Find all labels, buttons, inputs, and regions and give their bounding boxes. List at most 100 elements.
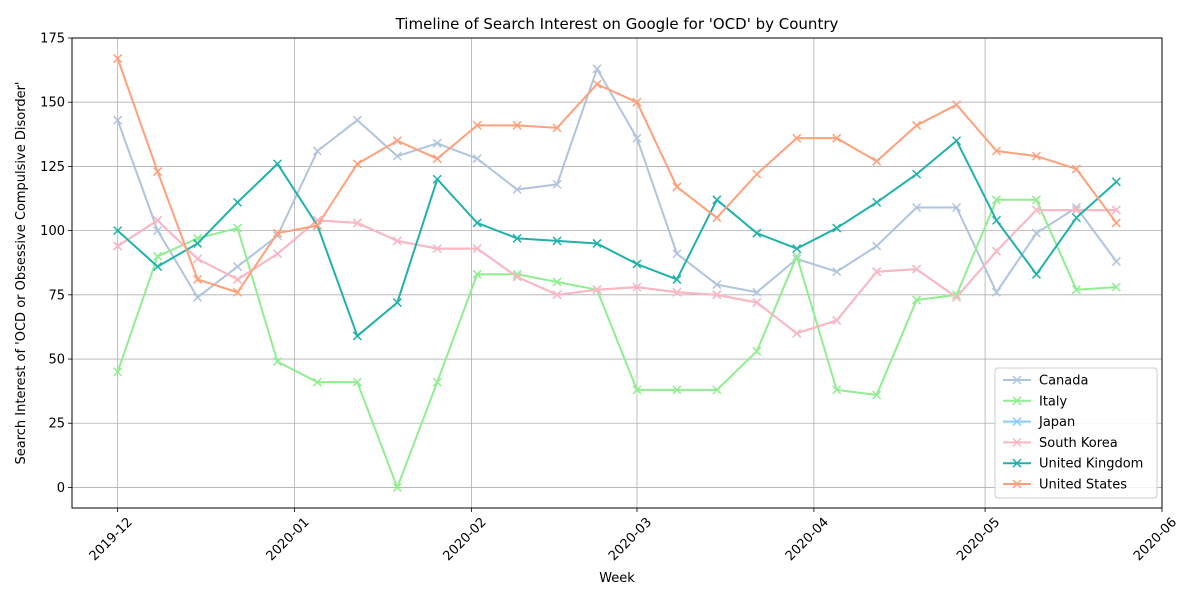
data-point-united-kingdom [912, 169, 922, 179]
data-point-canada [832, 267, 842, 277]
data-point-united-kingdom [991, 215, 1002, 225]
data-point-united-kingdom [1031, 269, 1041, 279]
data-point-south-korea [872, 267, 882, 277]
series-united-states [113, 54, 1121, 297]
data-point-united-states [832, 133, 842, 143]
data-point-south-korea [991, 246, 1002, 256]
data-point-united-states [512, 120, 522, 130]
data-point-south-korea [1071, 205, 1081, 215]
data-point-south-korea [592, 285, 602, 295]
data-point-canada [712, 280, 722, 290]
data-point-united-kingdom [752, 228, 762, 238]
data-point-south-korea [952, 292, 962, 302]
data-point-united-kingdom [832, 223, 842, 233]
data-point-south-korea [832, 315, 842, 326]
data-point-united-states [552, 123, 562, 133]
legend-marker-canada [1012, 375, 1022, 385]
data-point-south-korea [272, 249, 282, 259]
data-point-canada [991, 287, 1002, 297]
legend-box [994, 367, 1158, 499]
data-point-south-korea [752, 298, 762, 308]
data-point-united-kingdom [272, 159, 282, 169]
x-axis-label: Week [599, 571, 635, 586]
data-point-italy [1031, 195, 1041, 205]
data-point-united-kingdom [792, 244, 802, 254]
data-point-south-korea [113, 241, 123, 251]
data-point-united-states [792, 133, 802, 143]
legend-label-canada: Canada [1039, 374, 1088, 389]
series-lines [113, 54, 1121, 492]
data-point-united-states [153, 167, 163, 177]
data-point-united-kingdom [472, 218, 482, 228]
data-point-united-kingdom [672, 274, 682, 284]
legend-label-united-states: United States [1039, 478, 1127, 493]
data-point-canada [512, 184, 522, 195]
data-point-south-korea [512, 272, 522, 282]
data-point-south-korea [1111, 205, 1121, 215]
data-point-italy [752, 346, 762, 356]
plot-frame [71, 37, 1163, 509]
legend-marker-united-kingdom [1012, 458, 1022, 468]
data-point-south-korea [672, 287, 682, 297]
data-point-united-kingdom [552, 236, 562, 246]
series-line-united-states [116, 58, 1118, 294]
data-point-united-kingdom [432, 174, 442, 184]
legend: Canada Italy Japan South Korea United Kingdo… [994, 367, 1158, 499]
data-point-canada [752, 287, 762, 297]
data-point-united-states [1031, 151, 1041, 161]
data-point-south-korea [392, 236, 402, 246]
series-canada [113, 64, 1121, 302]
data-point-south-korea [1031, 205, 1041, 215]
legend-label-south-korea: South Korea [1039, 436, 1118, 451]
y-axis-label: Search Interest of 'OCD or Obsessive Com… [14, 81, 29, 464]
data-point-italy [632, 385, 642, 395]
data-point-italy [552, 277, 562, 287]
data-point-united-states [991, 146, 1002, 156]
data-point-canada [1111, 256, 1121, 266]
y-tick-label: 25 [48, 417, 65, 432]
data-point-italy [952, 290, 962, 300]
data-point-italy [392, 482, 402, 492]
data-point-united-states [232, 287, 243, 297]
series-line-italy [116, 198, 1117, 489]
data-point-united-kingdom [1111, 177, 1121, 187]
data-point-united-states [752, 169, 762, 179]
data-point-united-states [1071, 164, 1081, 174]
data-point-united-kingdom [232, 197, 243, 207]
data-point-united-kingdom [712, 195, 722, 205]
series-line-south-korea [117, 209, 1117, 335]
series-united-kingdom [113, 136, 1121, 341]
legend-marker-japan [1012, 417, 1022, 427]
data-point-italy [792, 251, 802, 261]
series-line-united-kingdom [116, 139, 1118, 337]
data-point-united-states [712, 213, 722, 223]
data-point-canada [912, 202, 922, 213]
data-point-canada [632, 133, 642, 143]
data-point-italy [832, 385, 842, 395]
data-point-italy [512, 269, 522, 279]
data-point-united-states [592, 79, 602, 89]
legend-label-united-kingdom: United Kingdom [1039, 457, 1143, 472]
data-point-south-korea [352, 218, 362, 228]
data-point-canada [552, 179, 562, 189]
data-point-canada [432, 138, 442, 148]
y-tick-label: 150 [40, 96, 65, 111]
data-point-canada [392, 151, 402, 161]
data-point-canada [153, 226, 163, 236]
legend-marker-italy [1012, 396, 1022, 406]
data-point-united-kingdom [113, 226, 123, 236]
series-south-korea [113, 205, 1121, 338]
data-point-italy [472, 269, 482, 279]
data-point-south-korea [432, 244, 442, 254]
data-point-canada [592, 64, 602, 74]
data-point-united-states [113, 54, 123, 64]
data-point-united-states [352, 159, 362, 169]
y-tick-label: 50 [48, 353, 65, 368]
data-point-italy [1071, 285, 1081, 295]
data-point-canada [872, 241, 882, 251]
y-tick-label: 125 [40, 160, 65, 175]
data-point-canada [672, 249, 682, 259]
data-point-united-states [432, 154, 442, 164]
data-point-south-korea [712, 290, 722, 300]
